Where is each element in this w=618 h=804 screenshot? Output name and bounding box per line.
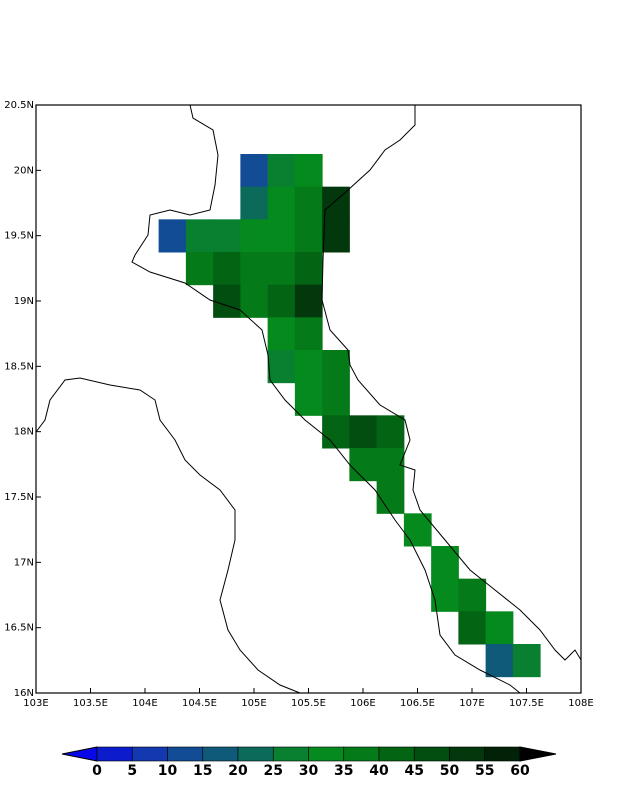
grid-cell bbox=[294, 186, 323, 220]
grid-cell bbox=[376, 480, 405, 514]
colorbar-label: 20 bbox=[228, 763, 248, 779]
y-tick-label: 18N bbox=[14, 427, 34, 438]
colorbar-label: 15 bbox=[193, 763, 212, 779]
y-tick-label: 19N bbox=[14, 296, 34, 307]
grid-cell bbox=[267, 252, 296, 286]
grid-cell bbox=[158, 219, 187, 253]
y-tick-label: 19.5N bbox=[4, 231, 34, 242]
grid-cell bbox=[213, 284, 241, 318]
grid-cell bbox=[512, 644, 541, 678]
grid-cell bbox=[185, 252, 214, 286]
coastline bbox=[321, 105, 582, 661]
colorbar-label: 10 bbox=[158, 763, 178, 779]
x-tick-label: 108E bbox=[568, 698, 593, 709]
grid-cell bbox=[240, 252, 269, 286]
x-tick-label: 103.5E bbox=[73, 698, 108, 709]
grid-cell bbox=[294, 219, 323, 253]
colorbar-label: 50 bbox=[440, 763, 460, 779]
y-tick-label: 17N bbox=[14, 557, 34, 568]
grid-cell bbox=[322, 219, 350, 253]
colorbar-box bbox=[378, 746, 415, 762]
grid-cell bbox=[349, 415, 378, 449]
x-tick-label: 104E bbox=[132, 698, 157, 709]
colorbar-box bbox=[96, 746, 133, 762]
grid-cell bbox=[376, 415, 405, 449]
grid-cell bbox=[240, 154, 269, 188]
y-tick-label: 17.5N bbox=[4, 492, 34, 503]
colorbar-label: 0 bbox=[92, 763, 102, 779]
colorbar-box bbox=[449, 746, 486, 762]
grid-cell bbox=[458, 611, 487, 645]
grid-cell bbox=[485, 644, 514, 678]
cell-layer bbox=[158, 154, 541, 678]
grid-cell bbox=[294, 350, 323, 384]
colorbar-box bbox=[237, 746, 274, 762]
x-tick-label: 107E bbox=[459, 698, 484, 709]
colorbar-box bbox=[167, 746, 204, 762]
colorbar-label: 55 bbox=[475, 763, 494, 779]
grid-cell bbox=[294, 252, 323, 286]
x-tick-label: 106E bbox=[350, 698, 375, 709]
colorbar-label: 25 bbox=[264, 763, 283, 779]
x-tick-label: 107.5E bbox=[509, 698, 544, 709]
y-tick-label: 20.5N bbox=[4, 100, 34, 111]
colorbar-label: 60 bbox=[510, 763, 530, 779]
grid-cell bbox=[185, 219, 214, 253]
grid-cell bbox=[213, 252, 241, 286]
coastlines bbox=[35, 104, 582, 694]
grid-cell bbox=[267, 317, 296, 351]
x-tick-label: 103E bbox=[23, 698, 48, 709]
grid-cell bbox=[322, 415, 350, 449]
x-tick-label: 106.5E bbox=[400, 698, 435, 709]
colorbar-extend bbox=[61, 746, 98, 762]
grid-cell bbox=[294, 154, 323, 188]
x-tick-label: 105E bbox=[241, 698, 266, 709]
grid-cell bbox=[322, 382, 350, 416]
colorbar-box bbox=[343, 746, 380, 762]
grid-cell bbox=[294, 382, 323, 416]
grid-cell bbox=[294, 317, 323, 351]
border bbox=[35, 377, 301, 694]
grid-cell bbox=[267, 186, 296, 220]
grid-cell bbox=[458, 578, 487, 612]
colorbar-extend bbox=[519, 746, 557, 762]
grid-cell bbox=[267, 154, 296, 188]
colorbar-box bbox=[131, 746, 168, 762]
colorbar-box bbox=[272, 746, 309, 762]
grid-cell bbox=[240, 186, 269, 220]
grid-cell bbox=[267, 284, 296, 318]
colorbar-box bbox=[202, 746, 239, 762]
colorbar-label: 35 bbox=[334, 763, 353, 779]
grid-cell bbox=[349, 448, 378, 482]
y-tick-label: 18.5N bbox=[4, 361, 34, 372]
grid-cell bbox=[213, 219, 241, 253]
colorbar-label: 30 bbox=[299, 763, 319, 779]
grid-cell bbox=[322, 350, 350, 384]
y-tick-label: 20N bbox=[14, 165, 34, 176]
coastline bbox=[131, 104, 521, 694]
colorbar-box bbox=[484, 746, 521, 762]
x-tick-label: 105.5E bbox=[291, 698, 326, 709]
grid-cell bbox=[431, 578, 459, 612]
grid-cell bbox=[294, 284, 323, 318]
grid-cell bbox=[267, 350, 296, 384]
y-tick-label: 16.5N bbox=[4, 623, 34, 634]
grid-cell bbox=[267, 219, 296, 253]
colorbar-label: 5 bbox=[127, 763, 137, 779]
x-tick-label: 104.5E bbox=[182, 698, 217, 709]
y-tick-label: 16N bbox=[14, 688, 34, 699]
grid-cell bbox=[485, 611, 514, 645]
grid-cell bbox=[240, 284, 269, 318]
colorbar-box bbox=[308, 746, 345, 762]
colorbar-label: 45 bbox=[405, 763, 424, 779]
colorbar-label: 40 bbox=[369, 763, 389, 779]
grid-cell bbox=[240, 219, 269, 253]
colorbar-box bbox=[413, 746, 450, 762]
